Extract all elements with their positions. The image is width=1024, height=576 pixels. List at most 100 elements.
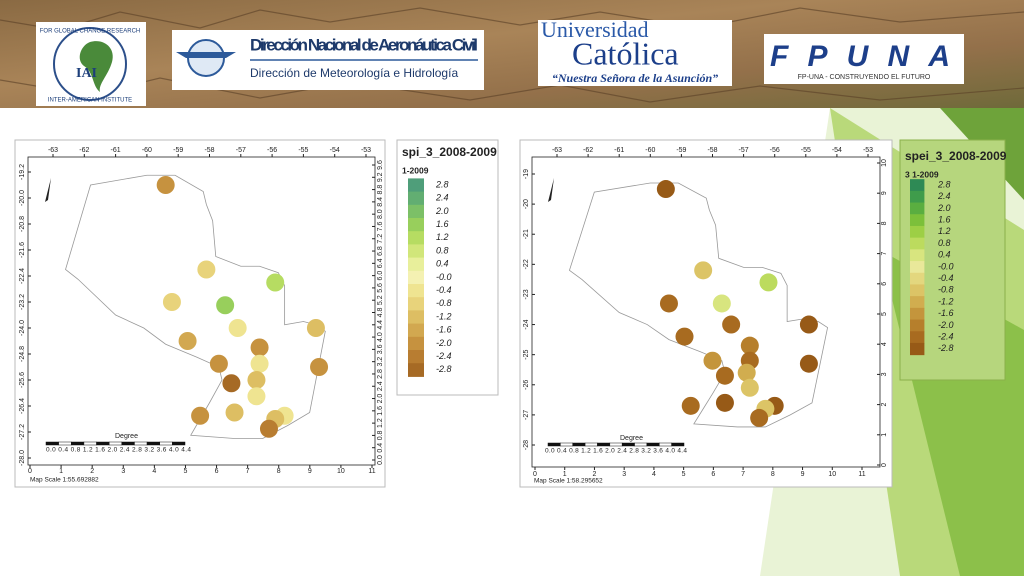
scale-bar-segment [146, 441, 160, 446]
right-tick-label: 3 [881, 372, 888, 376]
north-arrow [45, 178, 51, 202]
legend-swatch [408, 363, 424, 377]
legend-label: -2.8 [436, 364, 452, 374]
right-tick-label: 1.6 [377, 406, 384, 416]
right-tick-label: 1 [881, 433, 888, 437]
left-tick-label: -28 [523, 440, 530, 450]
scale-bar-segment [597, 442, 611, 447]
right-tick-label: 2.8 [377, 369, 384, 379]
left-tick-label: -20 [523, 199, 530, 209]
uc-motto: “Nuestra Señora de la Asunción” [552, 71, 718, 85]
legend-swatch [408, 310, 424, 325]
top-tick-label: -63 [552, 147, 562, 154]
right-tick-label: 8.4 [377, 197, 384, 207]
map-frame [27, 156, 376, 466]
left-tick-label: -25.6 [19, 372, 26, 388]
bottom-tick-label: 5 [184, 468, 188, 475]
bottom-tick-label: 5 [682, 471, 686, 478]
legend-swatch [910, 225, 925, 239]
station [197, 260, 216, 279]
bottom-tick-label: 9 [801, 471, 805, 478]
map-panel [14, 139, 386, 488]
bottom-tick-label: 4 [152, 468, 156, 475]
top-tick-label: -61 [614, 147, 624, 154]
right-tick-label: 4 [881, 342, 888, 346]
station [740, 378, 759, 397]
right-tick-label: 8 [881, 221, 888, 225]
right-tick-label: 4.8 [377, 308, 384, 318]
station [266, 273, 285, 292]
left-tick-label: -24.0 [19, 320, 26, 336]
left-tick-label: -26 [523, 380, 530, 390]
legend-label: -2.8 [938, 343, 954, 353]
top-tick-label: -58 [204, 147, 214, 154]
legend-swatch [408, 336, 424, 351]
station [799, 315, 818, 334]
legend-swatch [408, 323, 424, 338]
legend-swatch [408, 191, 424, 206]
legend-swatch [910, 307, 925, 321]
left-tick-label: -27 [523, 410, 530, 420]
scale-bar-segment [71, 441, 85, 446]
bottom-tick-label: 10 [828, 471, 836, 478]
scale-bar-segment [45, 441, 59, 446]
map-frame [531, 156, 881, 468]
top-tick-label: -57 [236, 147, 246, 154]
bottom-tick-label: 9 [308, 468, 312, 475]
station [228, 319, 247, 337]
top-tick-label: -62 [79, 147, 89, 154]
legend-label: 2.4 [435, 193, 449, 203]
scale-bar-segment [584, 442, 598, 447]
legend-label: 1.2 [938, 226, 951, 236]
dinac-subtitle: Dirección de Meteorología e Hidrología [250, 66, 458, 80]
bottom-tick-label: 0 [533, 471, 537, 478]
scale-bar-segment [83, 441, 97, 446]
bottom-tick-label: 8 [277, 468, 281, 475]
top-tick-label: -54 [330, 147, 340, 154]
left-tick-label: -23.2 [19, 294, 26, 310]
top-tick-label: -61 [111, 147, 121, 154]
scale-bar-segment [634, 442, 648, 447]
left-tick-label: -22 [523, 259, 530, 269]
left-tick-label: -28.0 [19, 450, 26, 466]
right-tick-label: 3.6 [377, 344, 384, 354]
station [799, 354, 818, 373]
iai-abbr: IAI [76, 66, 97, 81]
station [250, 354, 269, 373]
top-tick-label: -59 [676, 147, 686, 154]
bottom-tick-label: 10 [337, 468, 345, 475]
station [722, 315, 741, 334]
station [694, 261, 713, 280]
top-tick-label: -60 [142, 147, 152, 154]
bottom-tick-label: 2 [593, 471, 597, 478]
legend-swatch [408, 218, 424, 232]
station [225, 403, 244, 422]
right-tick-label: 2.4 [377, 381, 384, 391]
country-outline [568, 182, 829, 428]
scale-unit: Degree [115, 433, 138, 440]
right-tick-label: 0.8 [377, 430, 384, 440]
top-tick-label: -62 [583, 147, 593, 154]
legend-label: 0.8 [436, 245, 449, 255]
scale-bar-segment [560, 442, 573, 447]
station [703, 351, 722, 370]
left-tick-label: -19 [523, 169, 530, 179]
right-tick-label: 7.6 [377, 221, 384, 231]
right-tick-label: 7.2 [377, 234, 384, 244]
station [310, 358, 329, 376]
legend-label: -2.4 [436, 351, 452, 361]
station [740, 336, 759, 355]
legend-label: 2.0 [435, 206, 449, 216]
scale-unit: Degree [620, 435, 643, 442]
right-tick-label: 5.2 [377, 295, 384, 305]
scale-bar-segment [646, 442, 660, 447]
scale-bar-segment [621, 442, 635, 447]
left-tick-label: -24.8 [19, 346, 26, 362]
fpuna-logo [764, 34, 964, 84]
scale-bar-segment [609, 442, 623, 447]
legend-label: 1.6 [436, 219, 449, 229]
station [209, 354, 228, 373]
dinac-wings [176, 52, 236, 58]
right-tick-label: 2.0 [377, 394, 384, 404]
fpuna-tagline: FP-UNA - CONSTRUYENDO EL FUTURO [798, 74, 931, 81]
